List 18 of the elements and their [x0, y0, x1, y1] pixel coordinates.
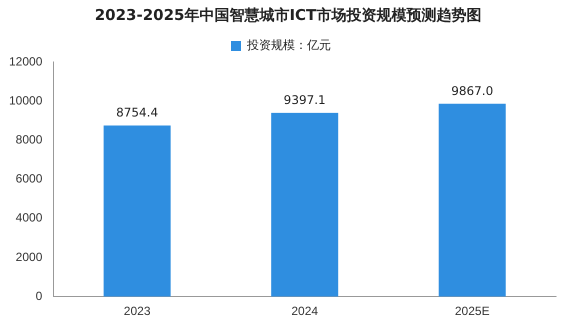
y-tick-label: 6000: [16, 172, 43, 186]
y-tick-label: 4000: [16, 210, 43, 225]
bar: [438, 104, 506, 297]
data-label: 9397.1: [284, 93, 326, 108]
bar: [271, 112, 338, 297]
y-tick-label: 12000: [8, 54, 43, 68]
bar: [104, 125, 171, 297]
y-tick-label: 0: [36, 288, 43, 303]
y-tick-label: 2000: [16, 250, 43, 264]
x-tick-label: 2023: [124, 304, 151, 318]
chart-title: 2023-2025年中国智慧城市ICT市场投资规模预测趋势图: [94, 5, 482, 26]
y-tick-label: 10000: [8, 93, 43, 108]
x-tick-label: 2025E: [454, 304, 490, 318]
data-label: 8754.4: [116, 106, 158, 120]
data-label: 9867.0: [451, 84, 494, 98]
legend-label: 投资规模：亿元: [246, 38, 331, 52]
y-tick-label: 8000: [16, 132, 43, 147]
x-tick-label: 2024: [291, 304, 318, 318]
